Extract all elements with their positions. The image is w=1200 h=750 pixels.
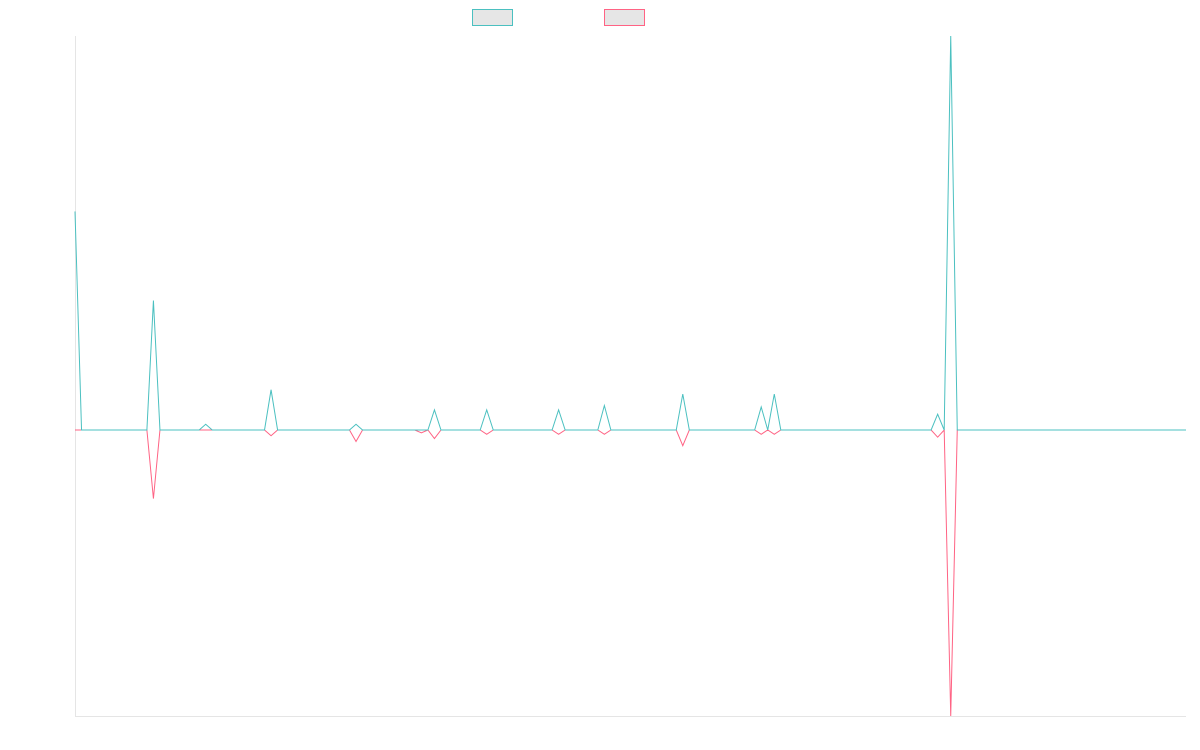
series-1-point-4[interactable] <box>431 436 437 442</box>
series-1-point-12[interactable] <box>948 713 954 719</box>
series-0-point-11[interactable] <box>771 391 777 397</box>
series-line-1 <box>75 428 1186 717</box>
series-0-point-13[interactable] <box>948 33 954 39</box>
legend <box>472 9 645 26</box>
axes <box>75 36 1186 717</box>
series-1-point-8[interactable] <box>680 443 686 449</box>
series-1-point-7[interactable] <box>601 431 607 437</box>
series-1-point-10[interactable] <box>771 431 777 437</box>
series-0-point-10[interactable] <box>758 404 764 410</box>
series-0-point-0[interactable] <box>72 208 78 214</box>
series-0-point-5[interactable] <box>431 407 437 413</box>
series-1-point-3[interactable] <box>418 430 424 436</box>
series-0-point-12[interactable] <box>935 411 941 417</box>
series-1-point-2[interactable] <box>353 438 359 444</box>
series-layer <box>72 33 1186 719</box>
legend-swatch-0[interactable] <box>472 9 513 26</box>
series-0-point-9[interactable] <box>680 391 686 397</box>
series-0-point-8[interactable] <box>601 403 607 409</box>
series-0-point-6[interactable] <box>484 407 490 413</box>
series-1-point-6[interactable] <box>556 431 562 437</box>
series-0-point-7[interactable] <box>556 407 562 413</box>
series-1-point-5[interactable] <box>484 431 490 437</box>
series-0-point-1[interactable] <box>150 298 156 304</box>
series-1-point-1[interactable] <box>268 433 274 439</box>
legend-swatch-1[interactable] <box>604 9 645 26</box>
series-1-point-0[interactable] <box>150 496 156 502</box>
series-line-0 <box>74 35 1186 431</box>
series-0-point-2[interactable] <box>203 421 209 427</box>
series-0-point-3[interactable] <box>268 387 274 393</box>
series-1-point-11[interactable] <box>935 434 941 440</box>
series-0-point-4[interactable] <box>353 421 359 427</box>
series-1-point-9[interactable] <box>758 431 764 437</box>
